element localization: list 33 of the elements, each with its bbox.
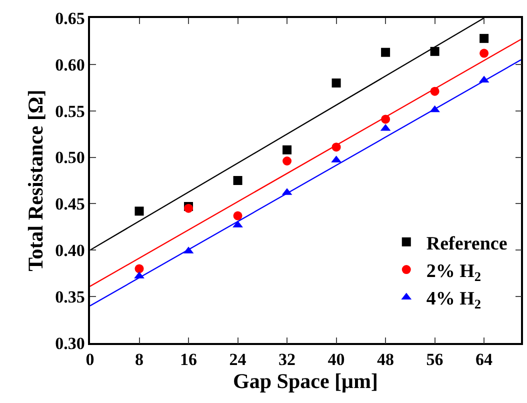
y-tick-label: 0.55 bbox=[55, 102, 85, 121]
x-tick-label: 8 bbox=[135, 350, 144, 370]
point bbox=[134, 206, 144, 216]
y-tick-label: 0.40 bbox=[55, 241, 85, 260]
legend-label: Reference bbox=[426, 233, 508, 254]
point bbox=[480, 48, 489, 58]
x-tick-label: 32 bbox=[278, 350, 296, 370]
y-tick-label: 0.60 bbox=[55, 55, 85, 74]
point bbox=[233, 211, 242, 220]
legend-label: 2% H$_{2}$ bbox=[426, 260, 482, 284]
point bbox=[430, 46, 440, 56]
y-tick-label: 0.35 bbox=[55, 288, 85, 307]
y-axis-title: Total Resistance [Ω] bbox=[24, 90, 48, 272]
x-tick-label: 48 bbox=[377, 350, 394, 370]
y-tick-label: 0.65 bbox=[55, 8, 85, 28]
y-tick-label: 0.30 bbox=[55, 334, 85, 353]
x-tick-label: 0 bbox=[86, 350, 94, 370]
point bbox=[282, 145, 292, 154]
x-axis-title: Gap Space [μm] bbox=[233, 369, 378, 394]
point bbox=[233, 176, 242, 185]
point bbox=[381, 48, 390, 57]
x-tick-label: 40 bbox=[328, 350, 345, 370]
point bbox=[480, 34, 489, 43]
x-tick-label: 64 bbox=[476, 350, 494, 370]
point bbox=[282, 156, 292, 166]
y-tick-label: 0.45 bbox=[55, 194, 85, 214]
x-tick-label: 56 bbox=[426, 350, 444, 370]
point bbox=[332, 78, 341, 88]
x-tick-label: 24 bbox=[229, 350, 247, 370]
y-tick-label: 0.50 bbox=[55, 148, 85, 168]
point bbox=[134, 264, 144, 274]
x-tick-label: 16 bbox=[180, 350, 198, 370]
legend-label: 4% H$_{2}$ bbox=[426, 288, 482, 312]
